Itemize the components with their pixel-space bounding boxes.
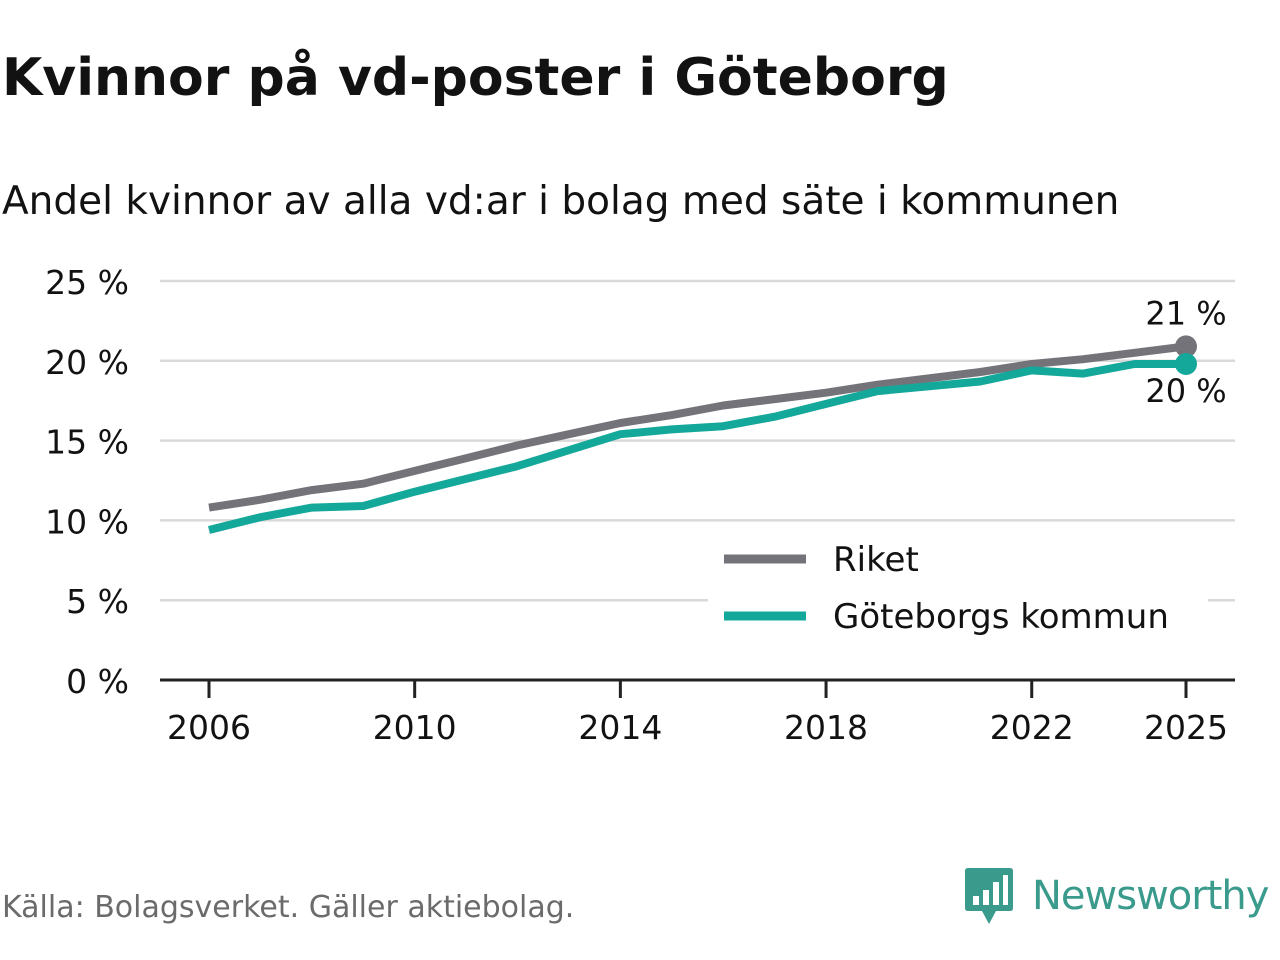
end-marker-riket	[1175, 335, 1197, 358]
y-tick-label: 20 %	[45, 343, 129, 382]
source-note: Källa: Bolagsverket. Gäller aktiebolag.	[2, 890, 575, 925]
y-tick-label: 0 %	[66, 662, 129, 701]
y-tick-label: 5 %	[66, 582, 129, 621]
series-line-riket	[208, 342, 1187, 512]
y-tick-label: 10 %	[45, 502, 129, 541]
newsworthy-logo: Newsworthy	[964, 866, 1269, 926]
x-axis: 2006 2010 2014 2018 2022 2025	[160, 678, 1235, 747]
x-tick-label: 2018	[784, 708, 868, 747]
end-marker-goteborg	[1175, 352, 1197, 375]
legend-label: Göteborgs kommun	[833, 597, 1169, 637]
series-line-goteborg	[208, 360, 1186, 534]
x-tick-label: 2006	[167, 708, 251, 747]
end-value-label: 21 %	[1145, 294, 1226, 332]
x-tick-label: 2025	[1144, 708, 1228, 747]
end-value-label: 20 %	[1145, 372, 1226, 410]
y-tick-label: 25 %	[45, 263, 129, 302]
legend-background	[708, 532, 1208, 646]
x-tick-label: 2014	[578, 708, 662, 747]
legend: Riket Göteborgs kommun	[708, 532, 1208, 646]
legend-label: Riket	[833, 540, 919, 580]
bar-chart-speech-icon	[965, 868, 1013, 924]
chart-title: Kvinnor på vd-poster i Göteborg	[2, 48, 949, 108]
chart-subtitle: Andel kvinnor av alla vd:ar i bolag med …	[2, 179, 1120, 224]
y-tick-label: 15 %	[45, 423, 129, 462]
x-tick-label: 2022	[990, 708, 1074, 747]
y-axis-ticks: 0 % 5 % 10 % 15 % 20 % 25 %	[45, 263, 129, 701]
logo-text: Newsworthy	[1032, 873, 1269, 919]
x-tick-label: 2010	[373, 708, 457, 747]
series-lines	[208, 335, 1197, 534]
end-labels: 21 % 20 %	[1145, 294, 1226, 410]
